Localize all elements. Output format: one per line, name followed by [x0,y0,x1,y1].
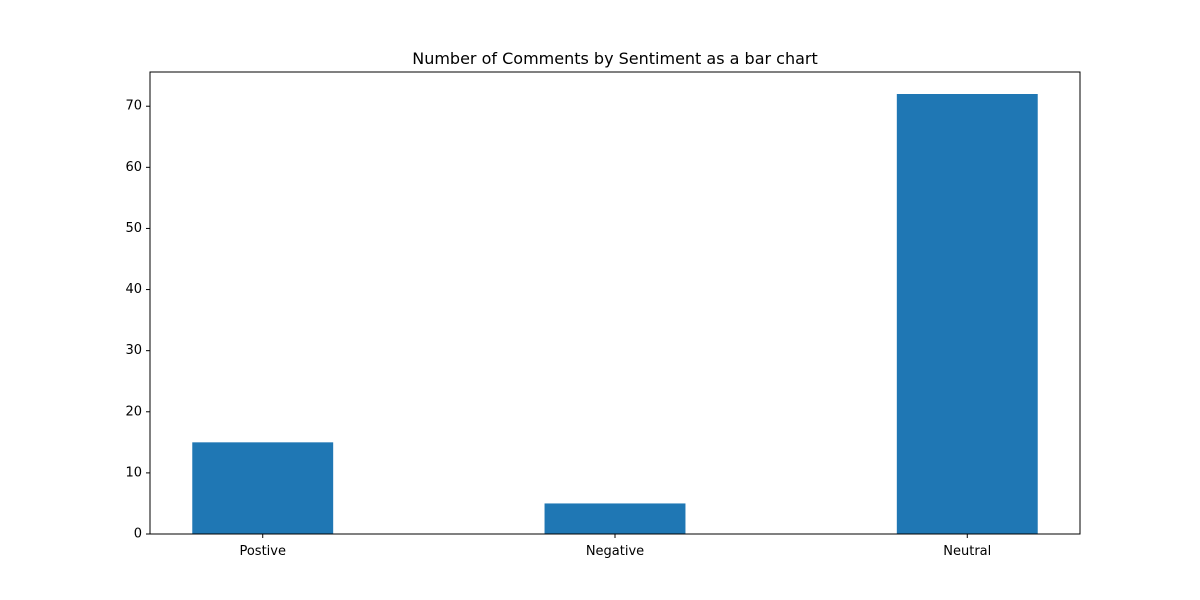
y-tick-label: 60 [125,160,142,175]
bar-neutral [896,94,1038,534]
x-tick-label-postive: Postive [239,544,286,559]
bar-postive [192,442,334,534]
x-tick-label-neutral: Neutral [943,544,991,559]
y-tick-label: 40 [125,282,142,297]
y-tick-label: 10 [125,465,142,480]
chart-title: Number of Comments by Sentiment as a bar… [412,49,818,68]
y-tick-label: 50 [125,221,142,236]
bars-layer [192,94,1038,534]
y-tick-label: 30 [125,343,142,358]
y-axis: 0 10 20 30 40 50 60 70 [125,99,150,542]
x-tick-label-negative: Negative [586,544,644,559]
y-tick-label: 20 [125,404,142,419]
y-tick-label: 0 [134,527,142,542]
x-axis: Postive Negative Neutral [239,534,991,559]
y-tick-label: 70 [125,99,142,114]
bar-negative [544,503,686,534]
